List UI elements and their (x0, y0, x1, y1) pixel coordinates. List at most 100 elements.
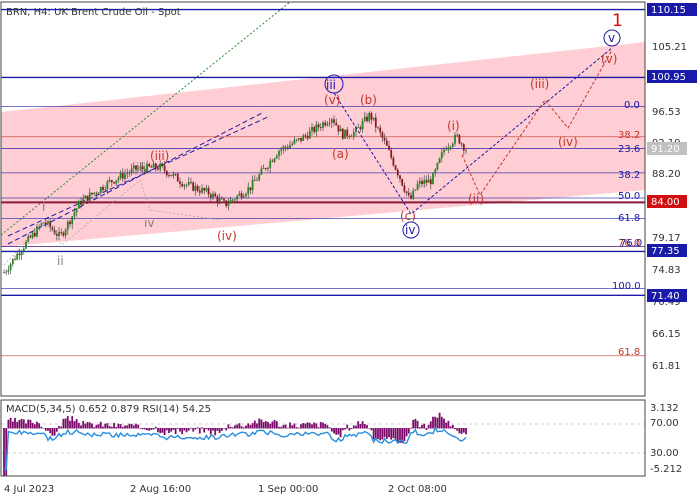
macd-bar (58, 426, 60, 429)
candle-body (388, 145, 390, 150)
candle-body (449, 146, 452, 148)
macd-bar (451, 424, 454, 429)
fib-76: 76.0 (620, 238, 642, 249)
candle-body (317, 124, 320, 128)
macd-bar (207, 428, 210, 431)
candle-body (150, 166, 153, 168)
candle-body (198, 190, 201, 193)
candle-body (319, 127, 322, 128)
macd-bar (291, 425, 294, 429)
candle-body (240, 193, 243, 198)
candle-body (355, 127, 357, 132)
macd-bar (152, 428, 155, 430)
candle-body (11, 258, 14, 265)
macd-bar (374, 428, 377, 440)
candle-body (443, 149, 445, 153)
candle-body (330, 119, 333, 123)
macd-bar (449, 426, 452, 429)
wave-iii-circle (324, 74, 344, 94)
candle-body (183, 184, 186, 187)
macd-bar (214, 428, 217, 436)
macd-bar (128, 423, 131, 429)
candle-body (9, 264, 12, 271)
badge-110: 110.15 (647, 3, 697, 16)
macd-bar (205, 428, 208, 430)
macd-bar (377, 428, 379, 440)
ind-tick-5: -5.212 (650, 464, 682, 475)
macd-bar (289, 422, 291, 429)
candle-body (33, 232, 36, 237)
candle-body (104, 189, 107, 191)
macd-bar (82, 420, 85, 429)
macd-bar (231, 427, 234, 429)
macd-bar (399, 428, 401, 443)
macd-bar (418, 427, 421, 429)
macd-bar (20, 418, 23, 429)
candle-body (113, 182, 115, 184)
macd-bar (62, 418, 65, 429)
candle-body (429, 179, 432, 185)
candle-body (350, 136, 353, 138)
candle-body (315, 124, 318, 132)
macd-bar (410, 427, 412, 429)
macd-bar (185, 428, 188, 433)
wave-iii-sub: (iii) (150, 149, 169, 163)
macd-bar (251, 423, 254, 429)
macd-bar (361, 421, 364, 429)
macd-bar (306, 422, 309, 429)
badge-77-text: 77.35 (651, 246, 680, 257)
candle-body (306, 135, 309, 139)
candle-body (207, 188, 210, 195)
macd-bar (445, 422, 448, 429)
candle-body (223, 199, 225, 201)
fib-236: 23.6 (618, 144, 640, 155)
wave-iv-sub: (iv) (217, 229, 237, 243)
macd-bar (253, 420, 256, 429)
macd-bar (179, 428, 181, 432)
macd-bar (176, 428, 179, 429)
macd-bar (295, 427, 298, 429)
candle-body (434, 169, 437, 174)
macd-bar (11, 421, 14, 429)
candle-body (176, 174, 179, 182)
candle-body (394, 165, 397, 170)
candle-body (341, 128, 344, 139)
candle-body (447, 147, 450, 150)
candle-body (335, 122, 338, 126)
macd-bar (174, 428, 177, 435)
macd-bar (27, 419, 30, 429)
macd-bar (256, 423, 258, 429)
candle-body (295, 139, 298, 141)
fib-76-red: 76.0 (618, 238, 640, 249)
badge-100-text: 100.95 (651, 72, 686, 83)
wave-v-sub: (v) (324, 93, 340, 107)
macd-bar (135, 423, 137, 429)
macd-bar (267, 422, 269, 429)
candle-body (187, 181, 190, 185)
macd-bar (60, 426, 63, 429)
candle-body (346, 129, 349, 137)
candle-body (75, 208, 78, 213)
candle-body (51, 227, 54, 231)
macd-bar (330, 428, 333, 432)
candle-body (93, 192, 96, 195)
macd-bar (95, 424, 98, 429)
macd-bar (102, 426, 104, 429)
macd-bar (126, 425, 129, 429)
candle-body (205, 188, 208, 191)
macd-bar (273, 419, 276, 429)
y-tick-61: 61.81 (652, 361, 681, 372)
macd-bar (16, 421, 19, 429)
candle-body (218, 198, 221, 203)
macd-bar (47, 428, 49, 431)
macd-bar (31, 422, 34, 429)
candle-body (234, 199, 236, 201)
candle-body (227, 203, 230, 207)
macd-bar (405, 428, 408, 437)
candle-body (181, 183, 184, 187)
macd-bar (194, 428, 197, 430)
candle-body (337, 125, 340, 132)
candle-body (110, 180, 113, 183)
wave-iii-gray: iii (136, 161, 146, 175)
